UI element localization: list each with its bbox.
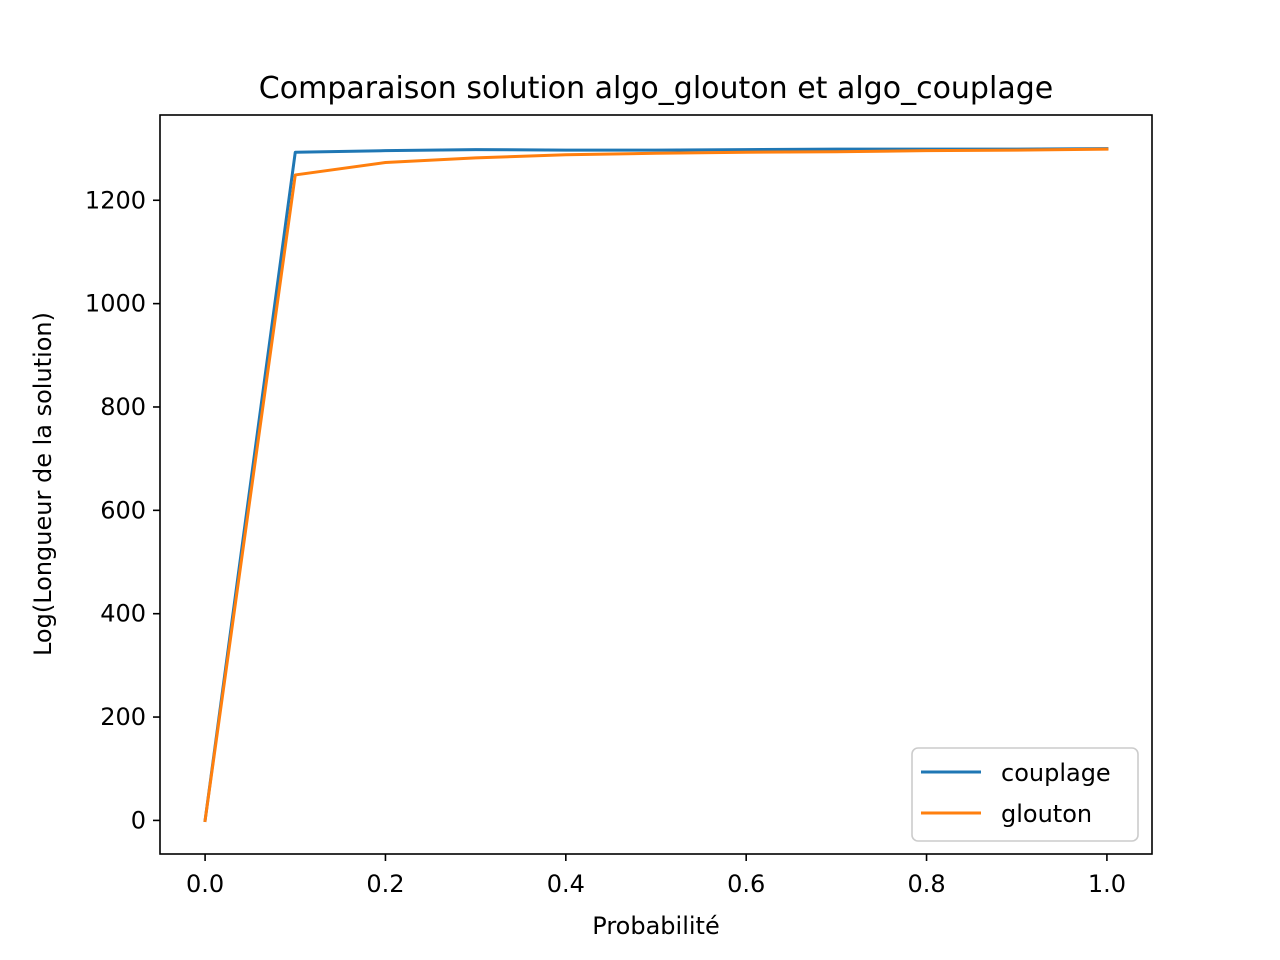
x-axis-label: Probabilité	[592, 912, 719, 940]
y-tick-label: 400	[100, 600, 146, 628]
x-tick-label: 0.0	[186, 870, 224, 898]
y-tick-label: 800	[100, 393, 146, 421]
y-tick-label: 1000	[85, 290, 146, 318]
x-tick-label: 0.4	[547, 870, 585, 898]
x-tick-label: 1.0	[1088, 870, 1126, 898]
series-lines	[203, 147, 1109, 823]
x-tick-label: 0.8	[907, 870, 945, 898]
y-axis-label: Log(Longueur de la solution)	[29, 312, 57, 656]
x-tick-label: 0.6	[727, 870, 765, 898]
legend-label-couplage: couplage	[1001, 759, 1111, 787]
y-tick-label: 200	[100, 703, 146, 731]
plot-area	[160, 115, 1152, 854]
chart-title: Comparaison solution algo_glouton et alg…	[259, 71, 1053, 106]
y-tick-label: 1200	[85, 186, 146, 214]
y-tick-label: 600	[100, 496, 146, 524]
axes-frame	[159, 114, 1153, 855]
y-axis-ticks: 0 200 400 600 800 1000 1200	[85, 186, 160, 834]
y-tick-label: 0	[131, 806, 146, 834]
legend-label-glouton: glouton	[1001, 800, 1092, 828]
series-line-glouton	[203, 147, 1109, 823]
x-axis-ticks: 0.0 0.2 0.4 0.6 0.8 1.0	[186, 854, 1126, 898]
legend: couplage glouton	[911, 747, 1139, 842]
x-tick-label: 0.2	[366, 870, 404, 898]
